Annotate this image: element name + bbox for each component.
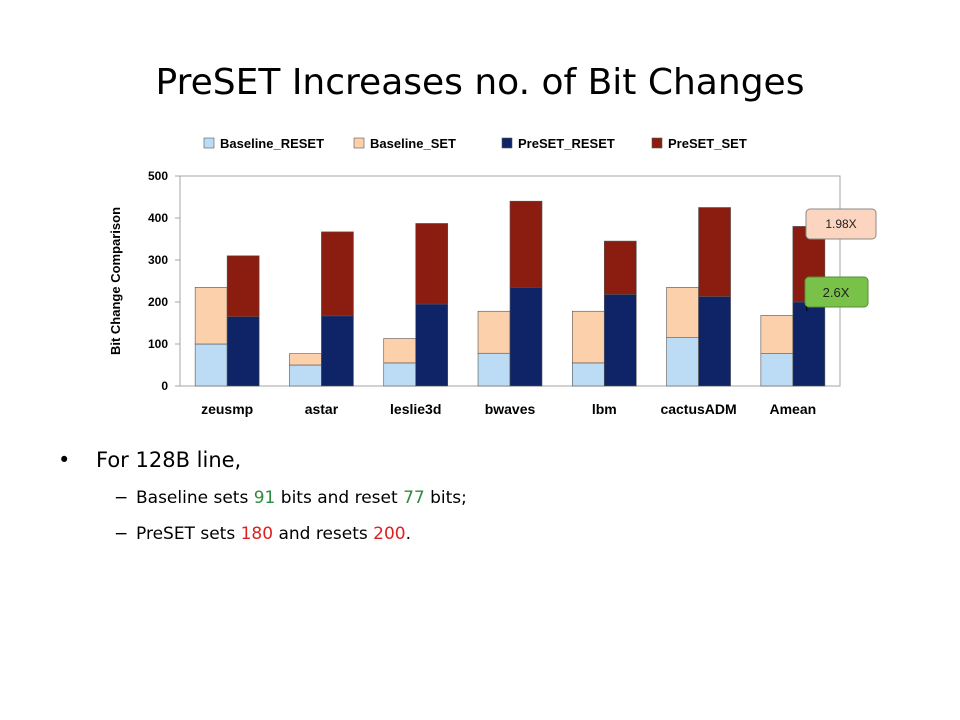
bar-preset-reset — [792, 301, 826, 387]
x-axis: zeusmp astar leslie3d bwaves lbm cactusADM Ame… — [201, 401, 816, 417]
sub1-text-2: bits and reset — [275, 488, 404, 508]
y-tick-label: 500 — [148, 169, 168, 183]
preset-sets-value: 180 — [240, 524, 274, 544]
x-tick-label: leslie3d — [390, 401, 441, 417]
bar-preset-reset — [321, 315, 354, 387]
y-tick-label: 200 — [148, 295, 168, 309]
x-tick-label: cactusADM — [660, 401, 736, 417]
bar-baseline-reset — [383, 362, 417, 387]
bar-baseline-reset — [760, 353, 794, 387]
x-tick-label: lbm — [592, 401, 617, 417]
baseline-resets-value: 77 — [403, 488, 425, 508]
y-tick-label: 100 — [148, 337, 168, 351]
legend-label: PreSET_SET — [668, 136, 747, 151]
legend-swatch — [353, 137, 365, 149]
sub2-text-2: and resets — [273, 524, 374, 544]
sub-bullet-baseline: − Baseline sets 91 bits and reset 77 bits… — [58, 486, 918, 510]
bar-baseline-set — [666, 287, 699, 339]
x-tick-label: Amean — [770, 401, 817, 417]
dash-icon: − — [114, 524, 129, 544]
bar-preset-reset — [226, 316, 260, 387]
bit-change-chart: 0 100 200 300 400 500 Bit Change Comparison ze… — [108, 136, 877, 417]
legend-label: PreSET_RESET — [518, 136, 615, 151]
preset-resets-value: 200 — [373, 524, 406, 544]
bar-baseline-reset — [571, 362, 605, 387]
sub2-text-1: PreSET sets — [136, 524, 241, 544]
bar-baseline-reset — [194, 343, 228, 387]
bar-preset-reset — [415, 303, 449, 387]
bar-baseline-set — [194, 287, 228, 345]
legend-label: Baseline_SET — [370, 136, 456, 151]
sub1-text-3: bits; — [424, 488, 467, 508]
bar-preset-set — [698, 207, 731, 297]
x-tick-label: astar — [305, 401, 339, 417]
slide-title: PreSET Increases no. of Bit Changes — [155, 62, 805, 103]
y-tick-label: 0 — [161, 379, 168, 393]
bar-baseline-set — [571, 310, 605, 364]
bar-baseline-set — [760, 315, 794, 354]
bar-preset-set — [603, 240, 637, 295]
bar-preset-set — [509, 200, 543, 288]
baseline-sets-value: 91 — [253, 488, 276, 508]
legend-swatch — [501, 137, 513, 149]
bullet-item: • For 128B line, — [58, 446, 918, 474]
bar-preset-reset — [603, 294, 637, 387]
y-tick-label: 400 — [148, 211, 168, 225]
bullet-dot-icon: • — [58, 448, 71, 472]
legend: Baseline_RESET Baseline_SET PreSET_RESET Pr… — [203, 136, 747, 151]
sub2-text-3: . — [405, 524, 412, 544]
bar-baseline-set — [289, 353, 322, 366]
bullet-text: For 128B line, — [96, 448, 242, 472]
y-axis-title: Bit Change Comparison — [108, 207, 123, 355]
sub-bullet-preset: − PreSET sets 180 and resets 200. — [58, 522, 918, 546]
legend-swatch — [203, 137, 215, 149]
bar-preset-set — [321, 231, 354, 317]
legend-label: Baseline_RESET — [220, 136, 324, 151]
callout-label-2: 2.6X — [823, 285, 850, 300]
bullet-list: • For 128B line, − Baseline sets 91 bits … — [58, 446, 918, 546]
sub1-text-1: Baseline sets — [136, 488, 254, 508]
bar-preset-set — [415, 223, 449, 305]
dash-icon: − — [114, 488, 129, 508]
y-axis: 0 100 200 300 400 500 Bit Change Comparison — [108, 169, 180, 393]
bar-baseline-reset — [477, 352, 511, 387]
callout-box-2 — [804, 276, 869, 308]
bar-preset-set — [226, 255, 260, 318]
bar-preset-reset — [509, 287, 543, 387]
bar-baseline-set — [477, 310, 511, 354]
legend-swatch — [651, 137, 663, 149]
bar-preset-reset — [698, 296, 731, 387]
callout-box-1 — [805, 208, 877, 240]
x-tick-label: bwaves — [485, 401, 536, 417]
bar-baseline-set — [383, 338, 417, 364]
y-tick-label: 300 — [148, 253, 168, 267]
x-tick-label: zeusmp — [201, 401, 253, 417]
bar-baseline-reset — [666, 337, 699, 387]
callout-label-1: 1.98X — [825, 217, 856, 231]
bar-baseline-reset — [289, 364, 322, 387]
callouts: 1.98X 2.6X — [804, 208, 877, 312]
bars — [194, 200, 826, 387]
